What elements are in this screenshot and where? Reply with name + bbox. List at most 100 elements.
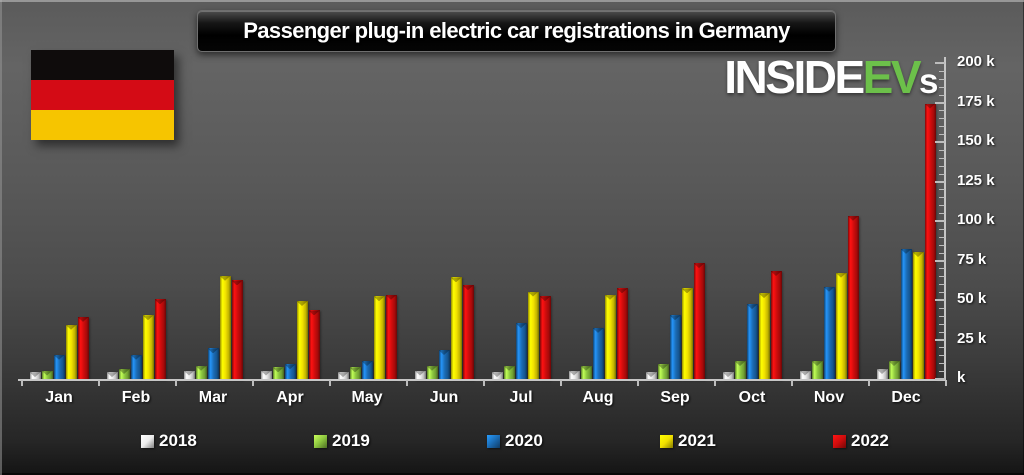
bar-top-bevel — [207, 348, 219, 354]
legend-item-2021: 2021 — [660, 431, 716, 451]
bar-group-mar — [183, 60, 243, 380]
bar-2022-nov — [847, 215, 859, 380]
bar-top-bevel — [503, 365, 515, 371]
legend-label-2019: 2019 — [332, 431, 370, 450]
bar-top-bevel — [924, 103, 936, 109]
bar-2021-apr — [296, 301, 308, 380]
x-axis-tick — [713, 380, 716, 386]
bar-group-jun — [414, 60, 474, 380]
logo-text-ev: EV — [862, 51, 922, 103]
bar-top-bevel — [734, 361, 746, 367]
y-axis-label-50k: 50 k — [957, 290, 987, 307]
bar-top-bevel — [385, 294, 397, 300]
bar-group-feb — [106, 60, 166, 380]
y-axis-label-150k: 150 k — [957, 132, 995, 149]
bar-group-oct — [722, 60, 782, 380]
bar-2021-jul — [527, 291, 539, 380]
bar-2021-jun — [450, 277, 462, 380]
bar-top-bevel — [515, 323, 527, 329]
y-axis-major-tick — [935, 299, 945, 301]
bar-2020-jul — [515, 323, 527, 380]
bar-2022-jun — [462, 285, 474, 380]
bar-top-bevel — [231, 280, 243, 286]
bar-2022-feb — [154, 299, 166, 380]
x-axis-tick — [97, 380, 100, 386]
y-axis-minor-tick — [939, 78, 945, 80]
y-axis-minor-tick — [939, 118, 945, 120]
bar-2018-sep — [645, 372, 657, 380]
y-axis-label-75k: 75 k — [957, 250, 987, 268]
y-axis-minor-tick — [939, 244, 945, 246]
legend-item-2022: 2022 — [833, 431, 889, 451]
bar-2020-dec — [900, 248, 912, 380]
bar-2021-aug — [604, 294, 616, 380]
y-axis-minor-tick — [939, 228, 945, 230]
bar-2022-jan — [77, 316, 89, 380]
bar-group-may — [337, 60, 397, 380]
x-axis-label-jul: Jul — [509, 389, 533, 406]
bar-group-jan — [29, 60, 89, 380]
y-axis-label-k: k — [957, 369, 966, 386]
bar-2019-sep — [657, 364, 669, 380]
x-axis-label-oct: Oct — [738, 389, 766, 406]
y-axis-label-25k: 25 k — [957, 329, 987, 347]
x-axis-tick — [251, 380, 254, 386]
bar-top-bevel — [823, 286, 835, 292]
x-axis-label-aug: Aug — [582, 389, 614, 406]
x-axis-label-apr: Apr — [276, 389, 304, 406]
bar-group-dec — [876, 60, 936, 380]
x-axis-label-sep: Sep — [660, 389, 690, 406]
bar-top-bevel — [888, 361, 900, 367]
legend-swatch-2022 — [833, 434, 846, 448]
bar-top-bevel — [491, 372, 503, 378]
bar-top-bevel — [900, 248, 912, 254]
bar-group-jul — [491, 60, 551, 380]
y-axis-minor-tick — [939, 292, 945, 294]
bar-2019-aug — [580, 365, 592, 380]
bar-group-aug — [568, 60, 628, 380]
bar-top-bevel — [746, 304, 758, 310]
bar-top-bevel — [349, 367, 361, 373]
x-axis-tick — [944, 380, 947, 386]
x-axis-tick — [636, 380, 639, 386]
bar-top-bevel — [284, 364, 296, 370]
legend-item-2019: 2019 — [314, 431, 370, 451]
chart-title-banner: Passenger plug-in electric car registrat… — [197, 10, 836, 52]
bar-top-bevel — [195, 365, 207, 371]
y-axis-minor-tick — [939, 70, 945, 72]
bar-top-bevel — [219, 275, 231, 281]
flag-stripe-red — [31, 80, 174, 110]
bar-top-bevel — [183, 370, 195, 376]
bar-top-bevel — [835, 272, 847, 278]
y-axis-minor-tick — [939, 363, 945, 365]
y-axis-minor-tick — [939, 134, 945, 136]
bar-top-bevel — [106, 372, 118, 378]
bar-2022-may — [385, 294, 397, 380]
bar-2018-jan — [29, 372, 41, 380]
x-axis-label-jan: Jan — [45, 389, 73, 406]
y-axis-minor-tick — [939, 94, 945, 96]
y-axis-minor-tick — [939, 197, 945, 199]
bar-top-bevel — [426, 365, 438, 371]
bar-2022-jul — [539, 296, 551, 380]
y-axis-minor-tick — [939, 347, 945, 349]
y-axis-label-200k: 200 k — [957, 53, 995, 70]
bar-top-bevel — [568, 370, 580, 376]
bar-top-bevel — [527, 291, 539, 297]
bar-group-nov — [799, 60, 859, 380]
legend-item-2020: 2020 — [487, 431, 543, 451]
x-axis-label-nov: Nov — [813, 389, 845, 406]
y-axis-minor-tick — [939, 315, 945, 317]
y-axis-minor-tick — [939, 205, 945, 207]
bar-top-bevel — [645, 372, 657, 378]
bar-top-bevel — [260, 370, 272, 376]
bar-2021-jan — [65, 324, 77, 380]
bar-2019-apr — [272, 367, 284, 380]
bar-2018-oct — [722, 372, 734, 380]
bar-2019-dec — [888, 361, 900, 380]
bar-top-bevel — [847, 215, 859, 221]
y-axis-label-100k: 100 k — [957, 211, 995, 228]
bar-2020-jan — [53, 354, 65, 380]
bar-2019-jun — [426, 365, 438, 380]
bar-2022-dec — [924, 103, 936, 380]
